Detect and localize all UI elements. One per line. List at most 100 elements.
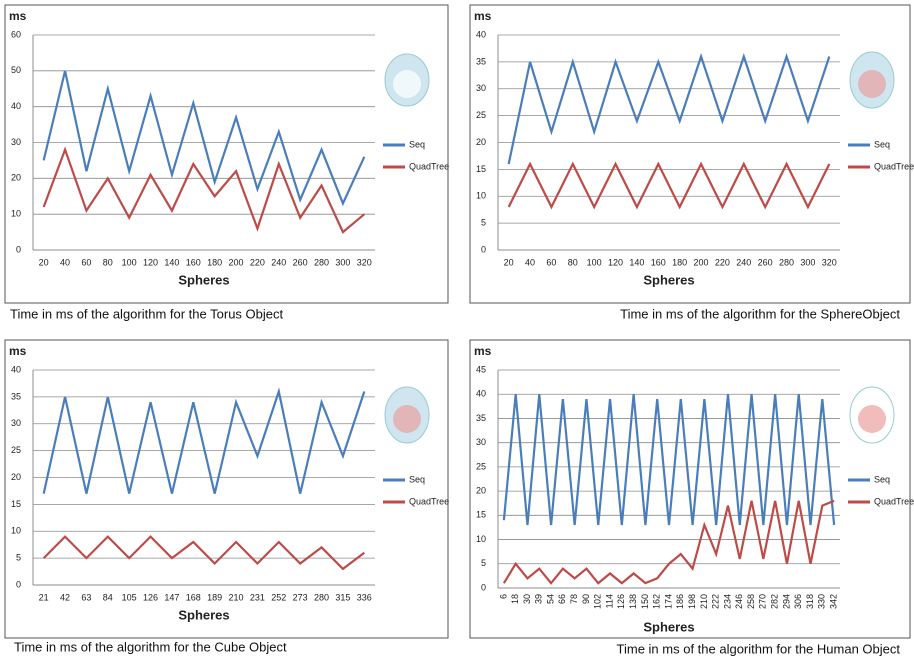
x-tick-label: 147 (164, 592, 179, 602)
x-tick-label: 270 (758, 594, 768, 609)
y-tick-label: 30 (11, 137, 21, 147)
x-tick-label: 120 (608, 257, 623, 267)
x-tick-label: 30 (522, 594, 532, 604)
y-tick-label: 0 (481, 582, 486, 592)
y-tick-label: 0 (16, 244, 21, 254)
x-tick-label: 162 (652, 594, 662, 609)
y-tick-label: 0 (16, 579, 21, 589)
x-tick-label: 78 (569, 594, 579, 604)
series-line (509, 164, 830, 207)
object-icon-detail (393, 405, 421, 433)
y-tick-label: 20 (11, 472, 21, 482)
x-tick-label: 60 (81, 257, 91, 267)
y-tick-label: 5 (16, 553, 21, 563)
y-tick-label: 5 (481, 218, 486, 228)
x-tick-label: 160 (651, 257, 666, 267)
panel-frame (5, 340, 448, 638)
legend-label: Seq (409, 139, 425, 149)
x-tick-label: 120 (143, 257, 158, 267)
x-tick-label: 315 (335, 592, 350, 602)
series-line (504, 394, 834, 525)
caption: Time in ms of the algorithm for the Cube… (14, 639, 287, 654)
x-tick-label: 260 (293, 257, 308, 267)
x-tick-label: 210 (699, 594, 709, 609)
x-tick-label: 273 (293, 592, 308, 602)
x-tick-label: 180 (672, 257, 687, 267)
x-tick-label: 160 (186, 257, 201, 267)
legend-label: Seq (874, 474, 890, 484)
x-tick-label: 150 (640, 594, 650, 609)
y-tick-label: 40 (476, 389, 486, 399)
series-line (44, 392, 365, 494)
x-tick-label: 342 (828, 594, 838, 609)
x-tick-label: 18 (510, 594, 520, 604)
x-tick-label: 336 (357, 592, 372, 602)
legend-label: QuadTree (874, 161, 914, 171)
x-tick-label: 174 (663, 594, 673, 609)
x-axis-label: Spheres (178, 272, 229, 287)
x-tick-label: 294 (781, 594, 791, 609)
x-tick-label: 200 (694, 257, 709, 267)
x-tick-label: 252 (271, 592, 286, 602)
y-tick-label: 10 (11, 209, 21, 219)
x-tick-label: 234 (722, 594, 732, 609)
series-line (509, 57, 830, 165)
y-tick-label: 15 (11, 499, 21, 509)
x-tick-label: 280 (314, 592, 329, 602)
x-tick-label: 102 (593, 594, 603, 609)
x-tick-label: 126 (143, 592, 158, 602)
y-axis-label: ms (9, 9, 27, 23)
x-tick-label: 40 (525, 257, 535, 267)
y-tick-label: 40 (476, 29, 486, 39)
y-tick-label: 25 (476, 110, 486, 120)
x-tick-label: 60 (546, 257, 556, 267)
x-tick-label: 300 (800, 257, 815, 267)
x-tick-label: 180 (207, 257, 222, 267)
x-tick-label: 168 (186, 592, 201, 602)
series-line (504, 501, 834, 583)
y-tick-label: 10 (11, 526, 21, 536)
y-tick-label: 10 (476, 191, 486, 201)
chart-panel: ms05101520253035402040608010012014016018… (470, 5, 914, 321)
y-tick-label: 10 (476, 534, 486, 544)
x-tick-label: 21 (39, 592, 49, 602)
legend-label: Seq (409, 474, 425, 484)
y-tick-label: 5 (481, 558, 486, 568)
y-tick-label: 0 (481, 244, 486, 254)
x-tick-label: 140 (629, 257, 644, 267)
x-tick-label: 260 (758, 257, 773, 267)
x-tick-label: 220 (715, 257, 730, 267)
caption: Time in ms of the algorithm for the Sphe… (620, 306, 900, 321)
x-tick-label: 80 (568, 257, 578, 267)
x-tick-label: 84 (103, 592, 113, 602)
y-tick-label: 30 (476, 83, 486, 93)
x-tick-label: 186 (675, 594, 685, 609)
legend-label: Seq (874, 139, 890, 149)
x-tick-label: 246 (734, 594, 744, 609)
x-tick-label: 318 (805, 594, 815, 609)
y-tick-label: 25 (476, 461, 486, 471)
x-tick-label: 20 (39, 257, 49, 267)
object-icon-detail (858, 70, 886, 98)
y-tick-label: 60 (11, 29, 21, 39)
y-tick-label: 20 (476, 485, 486, 495)
x-axis-label: Spheres (643, 619, 694, 634)
x-tick-label: 114 (604, 594, 614, 608)
y-tick-label: 20 (476, 137, 486, 147)
x-tick-label: 80 (103, 257, 113, 267)
y-tick-label: 20 (11, 173, 21, 183)
y-tick-label: 40 (11, 364, 21, 374)
x-tick-label: 42 (60, 592, 70, 602)
x-tick-label: 320 (357, 257, 372, 267)
x-tick-label: 200 (229, 257, 244, 267)
x-tick-label: 126 (616, 594, 626, 609)
x-tick-label: 100 (587, 257, 602, 267)
x-tick-label: 189 (207, 592, 222, 602)
x-tick-label: 258 (746, 594, 756, 609)
legend-label: QuadTree (409, 496, 449, 506)
chart-panel: ms05101520253035404561830395466789010211… (470, 340, 914, 656)
x-tick-label: 20 (504, 257, 514, 267)
y-tick-label: 35 (476, 56, 486, 66)
x-tick-label: 222 (711, 594, 721, 609)
caption: Time in ms of the algorithm for the Toru… (10, 306, 283, 321)
